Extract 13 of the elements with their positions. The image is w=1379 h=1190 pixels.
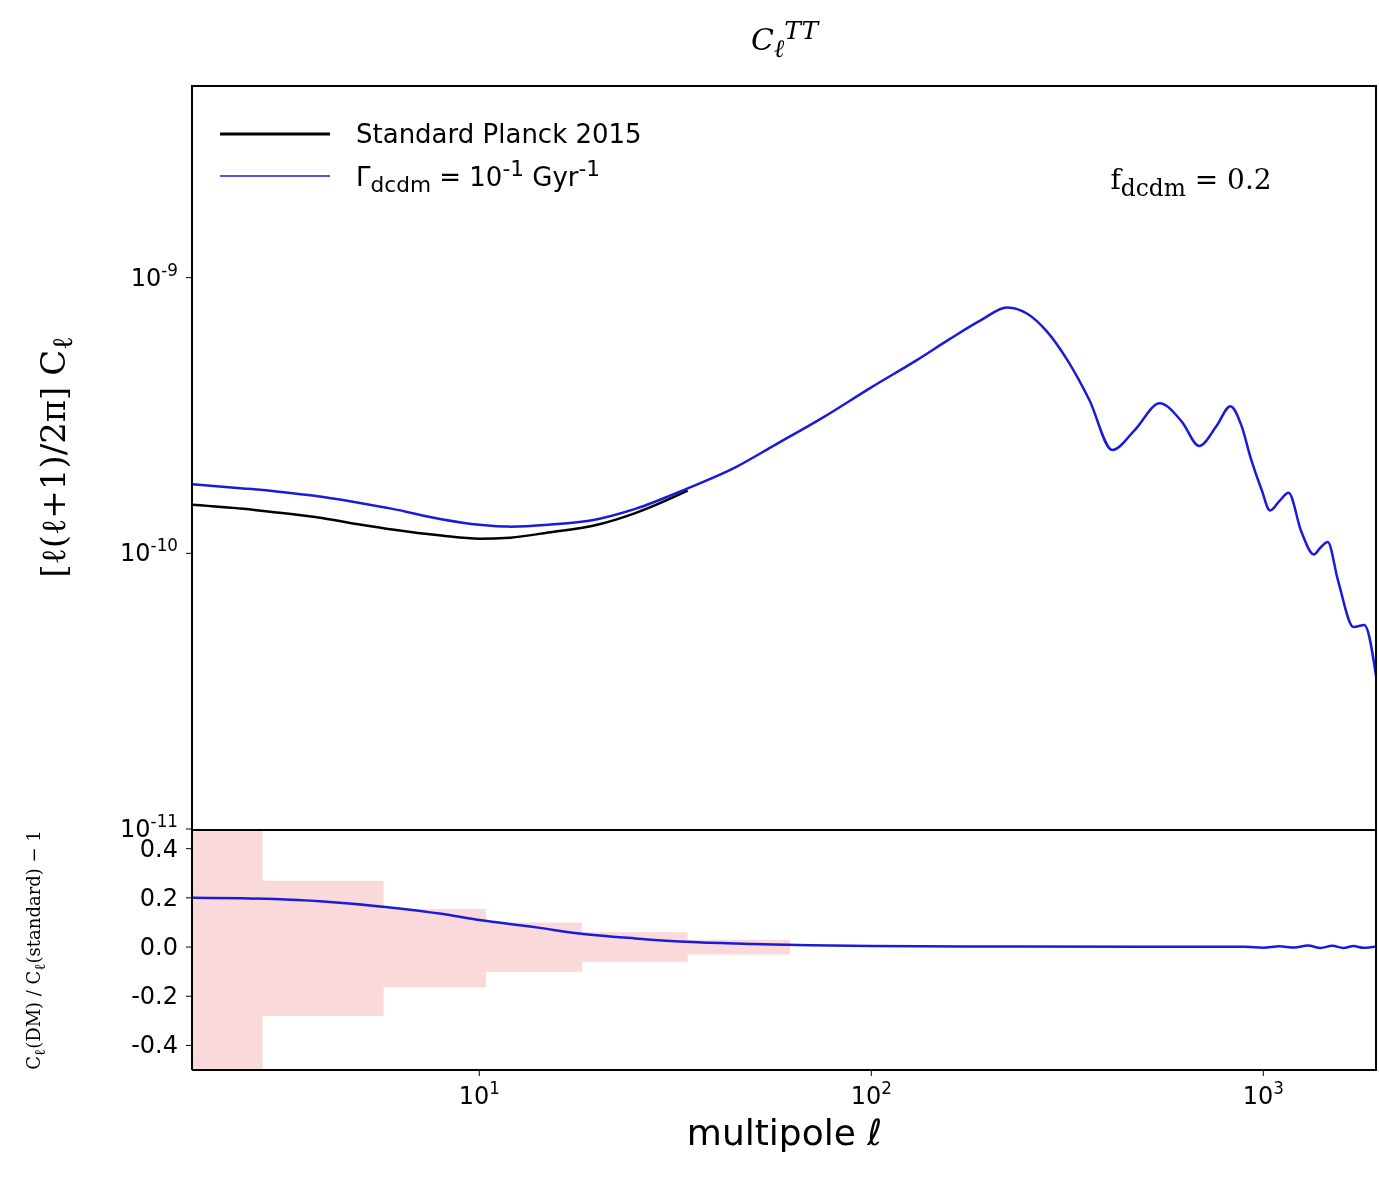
x-tick-label: 10$^{2}$ bbox=[850, 1078, 892, 1110]
annotation: f$_{dcdm}$ = 0.2 bbox=[1110, 163, 1272, 202]
legend-label: Standard Planck 2015 bbox=[356, 119, 642, 149]
y-tick-label: 0.0 bbox=[139, 933, 178, 962]
x-tick-label: 10$^{3}$ bbox=[1242, 1078, 1284, 1110]
y-tick-label: 10$^{-10}$ bbox=[120, 535, 178, 568]
legend-label: Γ$_{dcdm}$ = 10$^{-1}$ Gyr$^{-1}$ bbox=[356, 155, 601, 197]
y-tick-label: 0.2 bbox=[139, 883, 178, 912]
y-tick-label: -0.4 bbox=[131, 1031, 178, 1060]
x-axis-title: multipole ℓ bbox=[685, 1112, 884, 1153]
x-tick-label: 10$^{1}$ bbox=[458, 1078, 500, 1110]
y-tick-label: 10$^{-9}$ bbox=[130, 259, 178, 292]
y-tick-label: -0.2 bbox=[131, 982, 178, 1011]
